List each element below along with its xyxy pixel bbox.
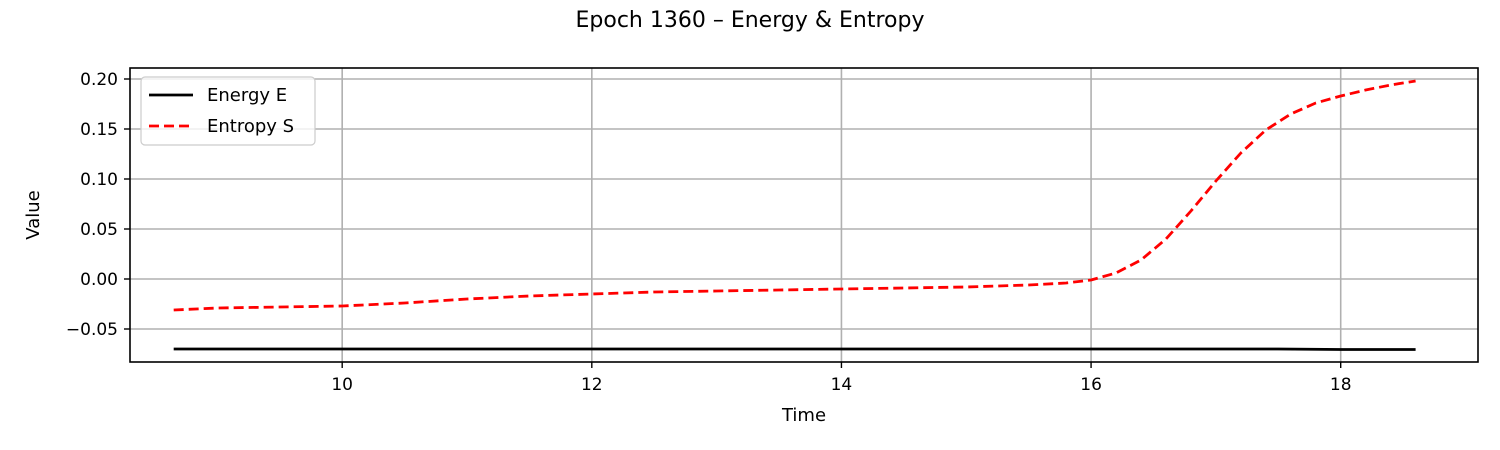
y-axis-label: Value	[23, 190, 44, 239]
y-tick-label: 0.10	[80, 170, 118, 190]
energy-series-line	[173, 347, 1416, 351]
y-axis-ticks: −0.05 0.00 0.05 0.10 0.15 0.20	[66, 70, 130, 340]
legend-label-energy: Energy E	[207, 85, 287, 106]
x-tick-label: 12	[581, 375, 603, 395]
plot-area-frame	[129, 67, 1479, 363]
x-tick-label: 18	[1330, 375, 1352, 395]
chart-title: Epoch 1360 – Energy & Entropy	[576, 8, 925, 33]
x-axis-label: Time	[781, 405, 826, 426]
y-tick-label: 0.00	[80, 270, 118, 290]
grid	[130, 68, 1478, 362]
y-tick-label: 0.15	[80, 120, 118, 140]
x-tick-label: 16	[1080, 375, 1102, 395]
y-tick-label: 0.05	[80, 220, 118, 240]
legend: Energy E Entropy S	[140, 76, 316, 146]
legend-label-entropy: Entropy S	[207, 116, 294, 137]
x-tick-label: 10	[331, 375, 353, 395]
y-tick-label: −0.05	[66, 320, 118, 340]
x-axis-ticks: 10 12 14 16 18	[331, 362, 1352, 395]
y-tick-label: 0.20	[80, 70, 118, 90]
entropy-series-line	[173, 79, 1416, 312]
x-tick-label: 14	[831, 375, 853, 395]
series-lines	[173, 79, 1416, 351]
